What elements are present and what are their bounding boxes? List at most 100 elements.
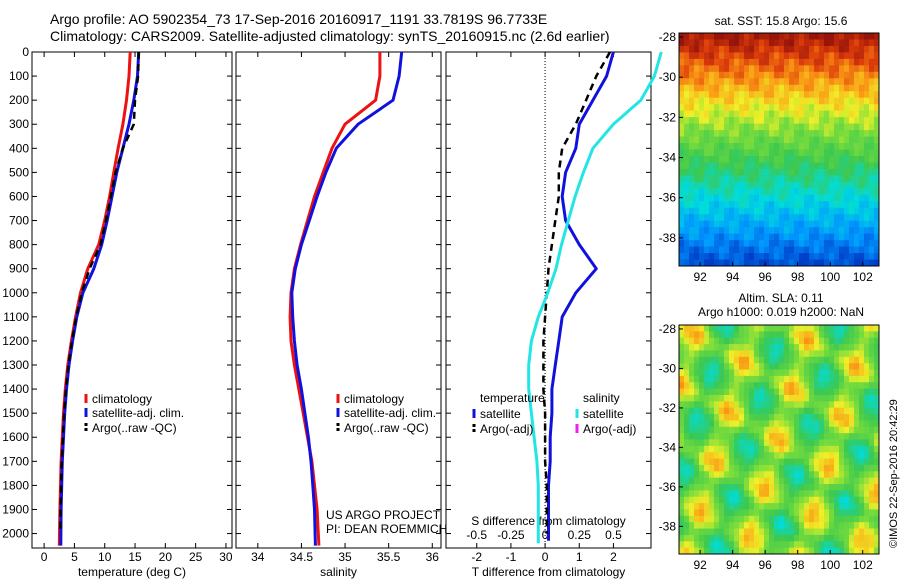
sla-map-cell — [714, 337, 720, 345]
sla-map-cell — [804, 541, 810, 549]
sst-map-cell — [829, 149, 835, 157]
sla-map-cell — [689, 337, 695, 345]
sla-map-cell — [839, 325, 845, 332]
sla-map-cell — [774, 458, 780, 466]
sla-map-cell — [829, 356, 835, 364]
sst-map-cell — [699, 240, 705, 247]
sst-map-cell — [774, 58, 780, 66]
sla-map-cell — [714, 401, 720, 409]
sst-map-cell — [729, 253, 735, 260]
sst-map-cell — [684, 253, 690, 260]
sla-map-cell — [764, 369, 770, 377]
sst-map-cell — [789, 130, 795, 137]
sla-map-cell — [809, 407, 815, 415]
sla-map-cell — [814, 382, 820, 390]
sst-map-cell — [699, 33, 705, 40]
sla-map-cell — [729, 363, 735, 370]
sla-map-cell — [764, 375, 770, 383]
sst-map-cell — [839, 201, 845, 209]
sst-map-cell — [769, 162, 775, 170]
sst-map-cell — [699, 136, 705, 144]
sst-map-cell — [854, 233, 860, 241]
sla-map-cell — [719, 509, 725, 517]
sla-map-cell — [734, 356, 740, 364]
sla-map-cell — [859, 515, 865, 523]
sst-map-cell — [679, 194, 685, 202]
sla-map-cell — [839, 388, 845, 396]
sst-map-cell — [744, 136, 750, 144]
sla-map-cell — [689, 471, 695, 479]
sla-map-cell — [754, 350, 760, 358]
sst-map-cell — [699, 149, 705, 157]
sst-map-cell — [759, 97, 765, 105]
sla-map-cell — [724, 369, 730, 377]
sst-map-cell — [689, 207, 695, 215]
sla-map-cell — [849, 401, 855, 409]
sla-map-cell — [719, 522, 725, 529]
sst-map-cell — [774, 149, 780, 157]
sst-map-cell — [784, 253, 790, 260]
sst-map-cell — [744, 181, 750, 189]
sla-map-cell — [694, 414, 700, 421]
sst-map-cell — [699, 123, 705, 131]
sst-map-cell — [819, 181, 825, 189]
sst-map-cell — [804, 194, 810, 202]
sla-map-cell — [814, 325, 820, 332]
sla-map-cell — [819, 356, 825, 364]
salinity-legend-2-label: Argo(..raw -QC) — [344, 421, 429, 435]
sst-map-cell — [849, 227, 855, 235]
sla-map-cell — [749, 407, 755, 415]
sst-map-cell — [789, 136, 795, 144]
depth-tick-label: 300 — [9, 117, 29, 131]
sst-map-cell — [739, 45, 745, 53]
sst-map-cell — [809, 181, 815, 189]
sst-map-cell — [859, 201, 865, 209]
sla-map-cell — [789, 394, 795, 402]
sla-map-cell — [844, 477, 850, 485]
sla-map-cell — [789, 325, 795, 332]
sla-map-cell — [829, 331, 835, 339]
sla-map-cell — [784, 344, 790, 351]
sla-map-cell — [854, 452, 860, 459]
sst-map-cell — [849, 130, 855, 137]
sst-map-cell — [839, 162, 845, 170]
sla-map-cell — [704, 458, 710, 466]
sla-map-cell — [694, 433, 700, 440]
sst-map-cell — [729, 214, 735, 222]
sla-map-cell — [859, 509, 865, 517]
sst-map-cell — [849, 39, 855, 47]
sst-map-cell — [689, 117, 695, 125]
sst-map-cell — [744, 194, 750, 202]
sst-map-cell — [834, 162, 840, 170]
sla-map-cell — [739, 407, 745, 415]
sst-map-cell — [769, 52, 775, 60]
sla-map-cell — [684, 490, 690, 498]
sst-map-cell — [799, 123, 805, 131]
sst-map-cell — [754, 84, 760, 92]
sla-lat-label: -30 — [659, 361, 677, 375]
sst-map-cell — [824, 65, 830, 73]
sla-map-cell — [844, 331, 850, 339]
sla-map-cell — [794, 363, 800, 370]
sst-map-cell — [839, 220, 845, 228]
sla-map-cell — [734, 471, 740, 479]
sla-map-cell — [754, 401, 760, 409]
sla-map-cell — [859, 420, 865, 428]
sla-map-cell — [869, 344, 875, 351]
sla-map-cell — [794, 356, 800, 364]
sst-map-cell — [874, 194, 880, 202]
sla-map-cell — [864, 388, 870, 396]
sst-map-cell — [844, 194, 850, 202]
sla-map-cell — [829, 477, 835, 485]
sst-map-cell — [709, 136, 715, 144]
sla-map-cell — [814, 426, 820, 434]
sst-map-cell — [719, 33, 725, 40]
sla-map-cell — [689, 363, 695, 370]
sla-map-cell — [784, 464, 790, 472]
sla-map-cell — [869, 458, 875, 466]
sst-map-cell — [719, 233, 725, 241]
sla-map-cell — [724, 515, 730, 523]
sla-map-cell — [684, 471, 690, 479]
sla-map-cell — [699, 477, 705, 485]
depth-tick-label: 1400 — [2, 382, 29, 396]
